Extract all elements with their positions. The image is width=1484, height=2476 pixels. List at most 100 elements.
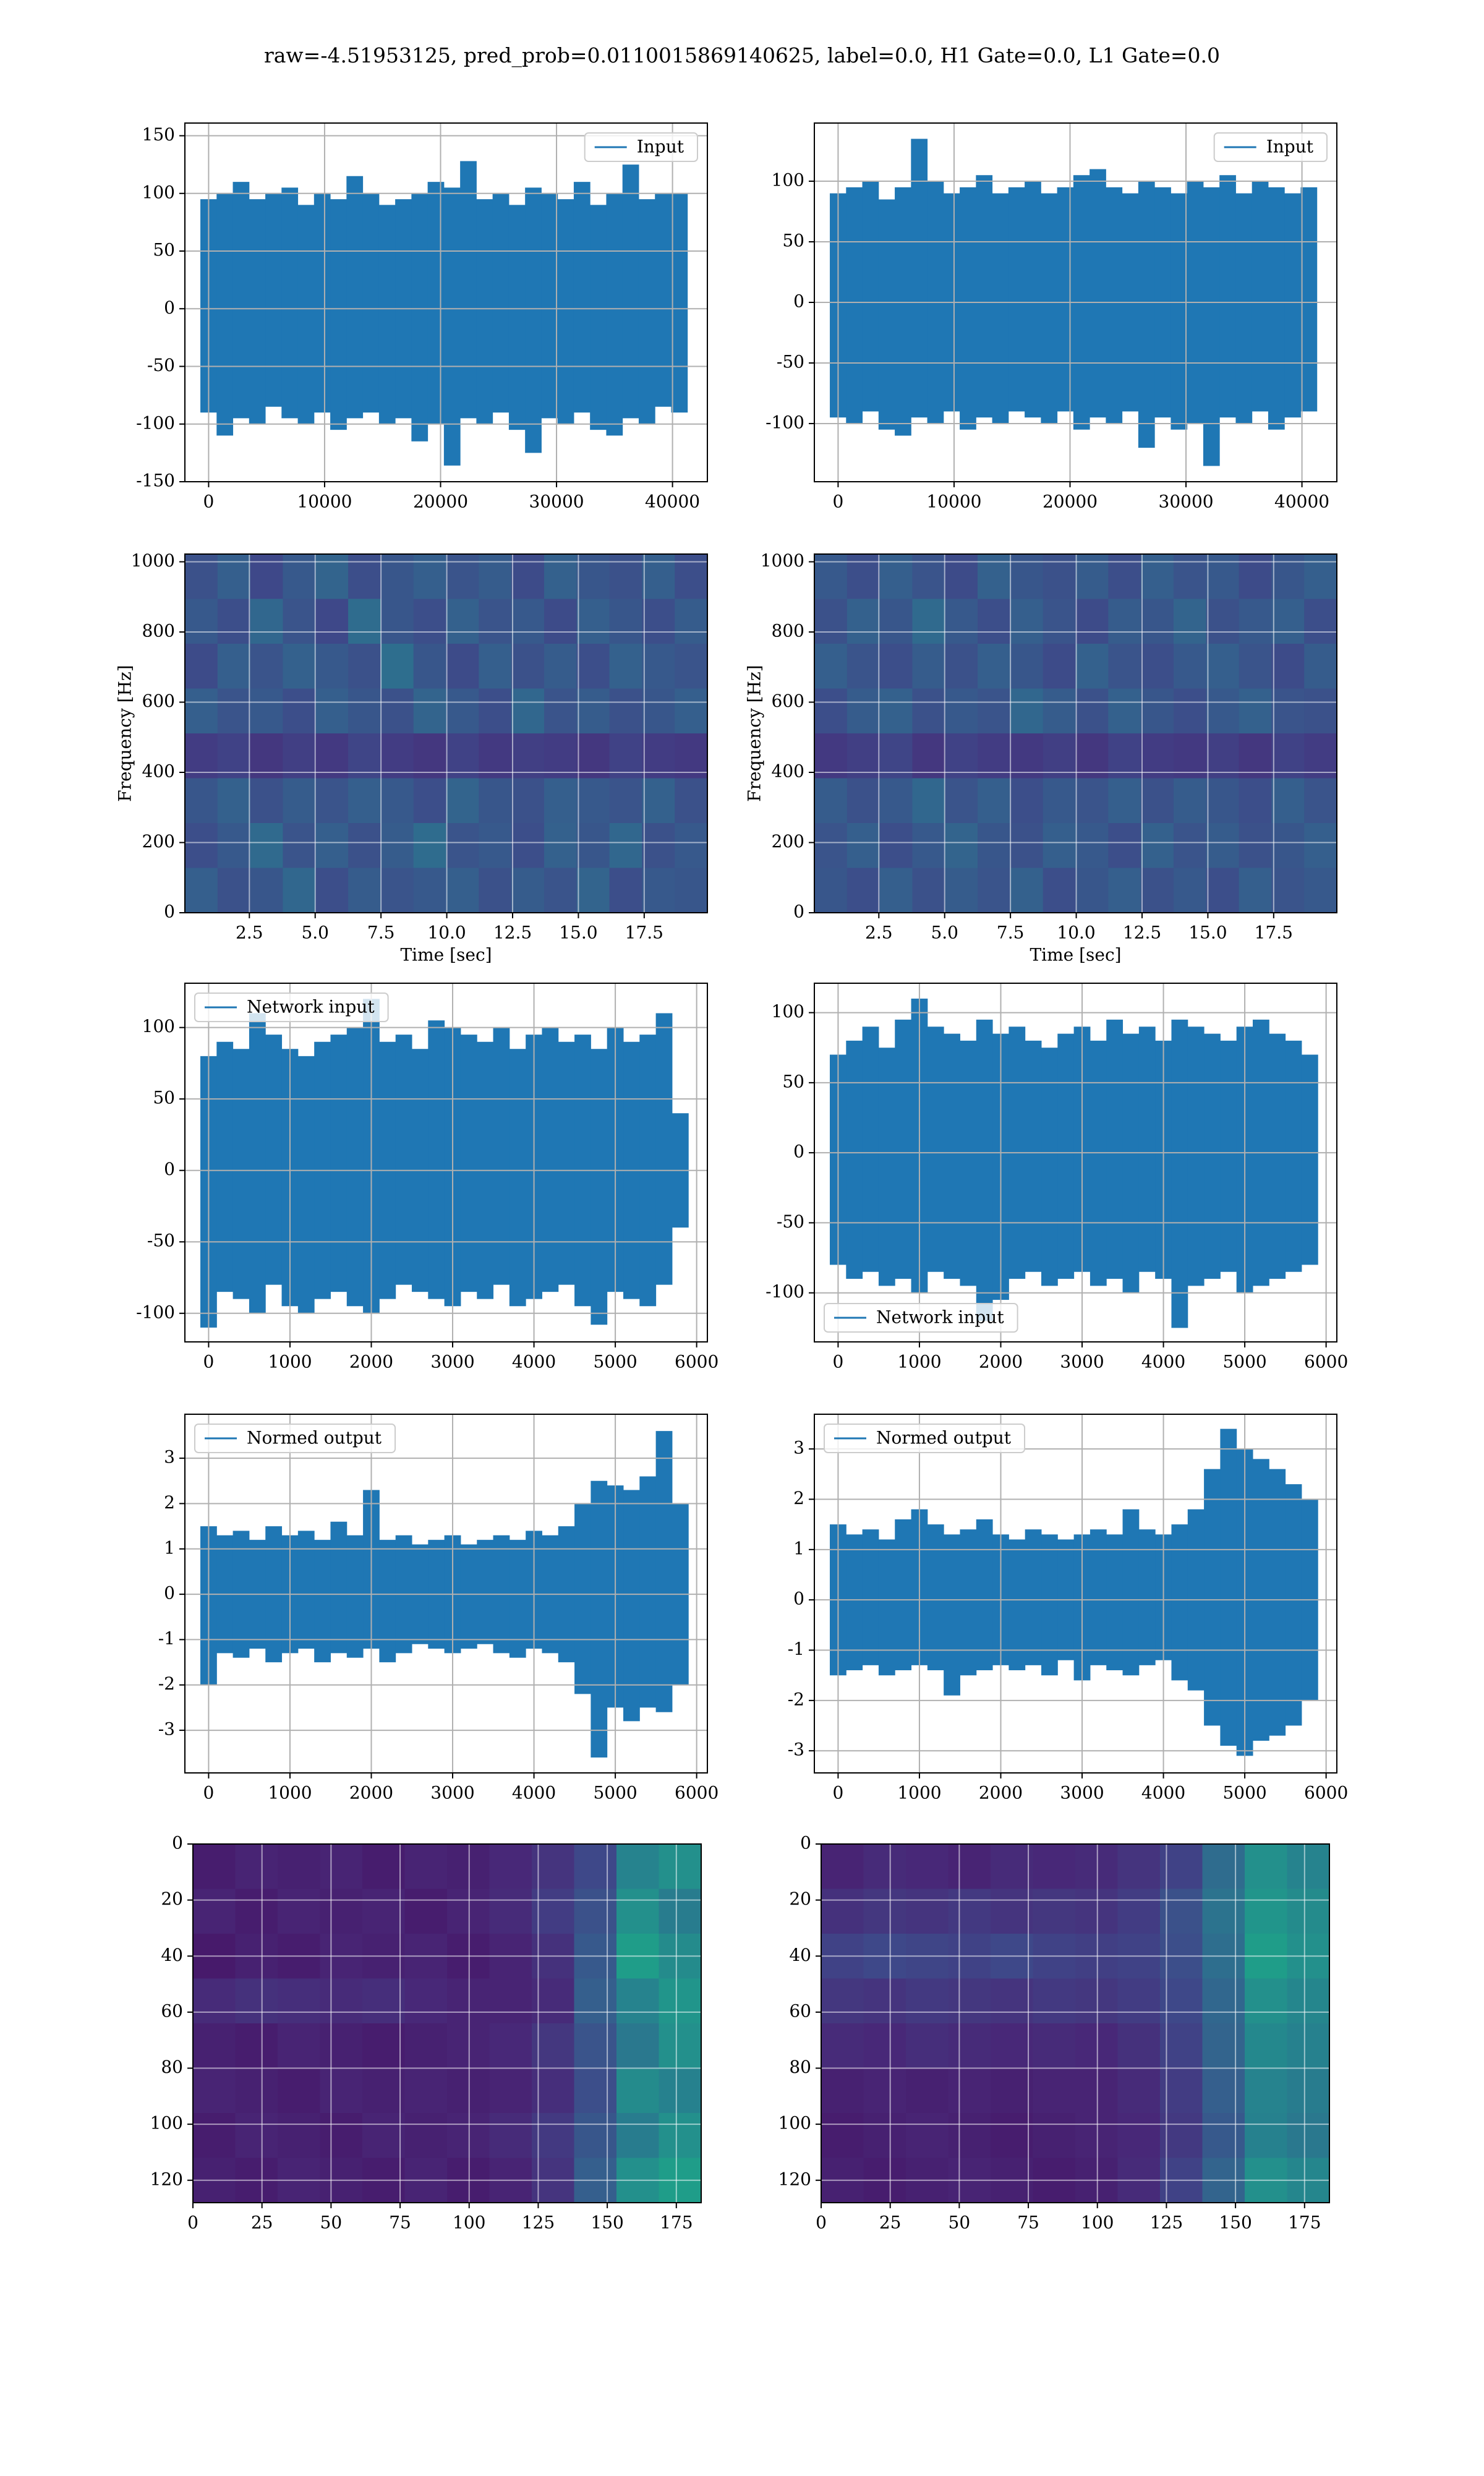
x-tick-label: 17.5 [625, 923, 663, 943]
heatmap-cell [948, 1889, 991, 1934]
heatmap-cell [362, 1978, 406, 2024]
y-tick-label: 40 [161, 1945, 183, 1965]
heatmap-cell [1075, 688, 1109, 734]
heatmap-cell [814, 778, 848, 824]
x-tick-label: 100 [453, 2213, 485, 2233]
axes-frame [184, 553, 708, 913]
heatmap-cell [447, 2023, 490, 2069]
axes-frame [184, 1414, 708, 1774]
heatmap-cell [814, 868, 848, 913]
heatmap-cell [879, 599, 913, 644]
heatmap-cell [1010, 644, 1044, 689]
subplot: 2.5 5.0 7.5 10.0 12.5 15.0 17.5 0 200 400 600 800 10… [115, 550, 708, 965]
heatmap-cell [1173, 554, 1207, 600]
heatmap-cell [1245, 1844, 1288, 1890]
y-tick-label: 120 [778, 2169, 811, 2189]
heatmap-cell [315, 733, 349, 779]
heatmap-cell [348, 688, 382, 734]
heatmap-cell [574, 2113, 617, 2159]
heatmap-cell [544, 599, 578, 644]
heatmap-cell [446, 644, 479, 689]
x-tick-label: 5.0 [301, 923, 329, 943]
heatmap-cell [1010, 554, 1044, 600]
heatmap-cell [1141, 554, 1174, 600]
heatmap-cell [532, 2068, 575, 2114]
heatmap-cell [235, 2068, 278, 2114]
y-tick-label: 50 [153, 240, 175, 260]
heatmap-cell [1160, 2068, 1203, 2114]
x-tick-label: 20000 [413, 492, 468, 512]
heatmap-cell [863, 2113, 906, 2159]
heatmap-cell [446, 868, 479, 913]
heatmap-cell [675, 778, 707, 824]
heatmap-cell [1033, 1889, 1076, 1934]
legend: Network input [824, 1303, 1018, 1333]
y-tick-label: 2 [164, 1492, 175, 1513]
axes-frame [814, 1414, 1337, 1774]
heatmap-cell [404, 2068, 448, 2114]
heatmap-cell [1043, 733, 1077, 779]
heatmap-cell [1287, 2068, 1329, 2114]
y-tick-label: -2 [788, 1689, 804, 1709]
heatmap-cell [320, 1978, 363, 2024]
y-tick-label: 50 [782, 231, 804, 251]
heatmap-cell [404, 2023, 448, 2069]
heatmap-cell [1075, 644, 1109, 689]
heatmap-cell [544, 688, 578, 734]
heatmap-cell [1304, 778, 1337, 824]
plot-area [830, 139, 1318, 466]
heatmap-cell [1304, 688, 1337, 734]
heatmap-cell [978, 868, 1011, 913]
y-tick-label: 60 [789, 2000, 811, 2021]
y-tick-label: 100 [772, 170, 804, 190]
x-tick-label: 1000 [897, 1783, 941, 1803]
legend-label: Normed output [247, 1428, 382, 1448]
heatmap-cell [348, 554, 382, 600]
heatmap-cell [675, 868, 707, 913]
heatmap-cell [1075, 1889, 1119, 1934]
y-tick-label: 0 [164, 902, 175, 922]
legend: Input [1213, 132, 1328, 162]
heatmap-cell [945, 554, 978, 600]
legend-box [824, 1303, 1018, 1333]
heatmap-cell [479, 733, 512, 779]
heatmap-cell [278, 2023, 321, 2069]
heatmap-cell [1202, 1978, 1245, 2024]
heatmap-cell [532, 1978, 575, 2024]
y-axis-label: Frequency [Hz] [115, 665, 135, 801]
x-tick-label: 2000 [979, 1783, 1023, 1803]
heatmap-cell [413, 644, 447, 689]
heatmap-cell [659, 1889, 701, 1934]
heatmap-cell [1141, 599, 1174, 644]
y-tick-label: 0 [793, 1589, 804, 1609]
legend-label: Input [1266, 137, 1314, 157]
heatmap-cell [576, 599, 610, 644]
heatmap-cell [814, 644, 848, 689]
x-tick-label: 75 [1017, 2213, 1039, 2233]
heatmap-cell [479, 823, 512, 869]
y-tick-label: 20 [161, 1889, 183, 1909]
heatmap-cell [315, 599, 349, 644]
heatmap-cell [404, 2113, 448, 2159]
heatmap-cell [315, 823, 349, 869]
heatmap-cell [1075, 2023, 1119, 2069]
heatmap-cell [217, 778, 251, 824]
heatmap-cell [1117, 2023, 1161, 2069]
legend-box [194, 1424, 396, 1453]
heatmap-cell [642, 554, 675, 600]
heatmap-cell [283, 554, 316, 600]
heatmap-cell [1202, 2023, 1245, 2069]
axes-frame [184, 983, 708, 1343]
heatmap-cell [1075, 733, 1109, 779]
heatmap-cell [1239, 823, 1272, 869]
heatmap-cell [511, 733, 545, 779]
y-tick-label: 40 [789, 1945, 811, 1965]
y-tick-label: 100 [142, 1016, 175, 1036]
y-tick-label: -3 [158, 1719, 175, 1740]
heatmap-cell [283, 599, 316, 644]
heatmap-cell [609, 778, 642, 824]
y-tick-label: 50 [782, 1071, 804, 1091]
heatmap-cell [447, 2068, 490, 2114]
heatmap-cell [642, 823, 675, 869]
subplot: 0 10000 20000 30000 40000 -100 -50 0 50 100 Input [765, 122, 1337, 512]
